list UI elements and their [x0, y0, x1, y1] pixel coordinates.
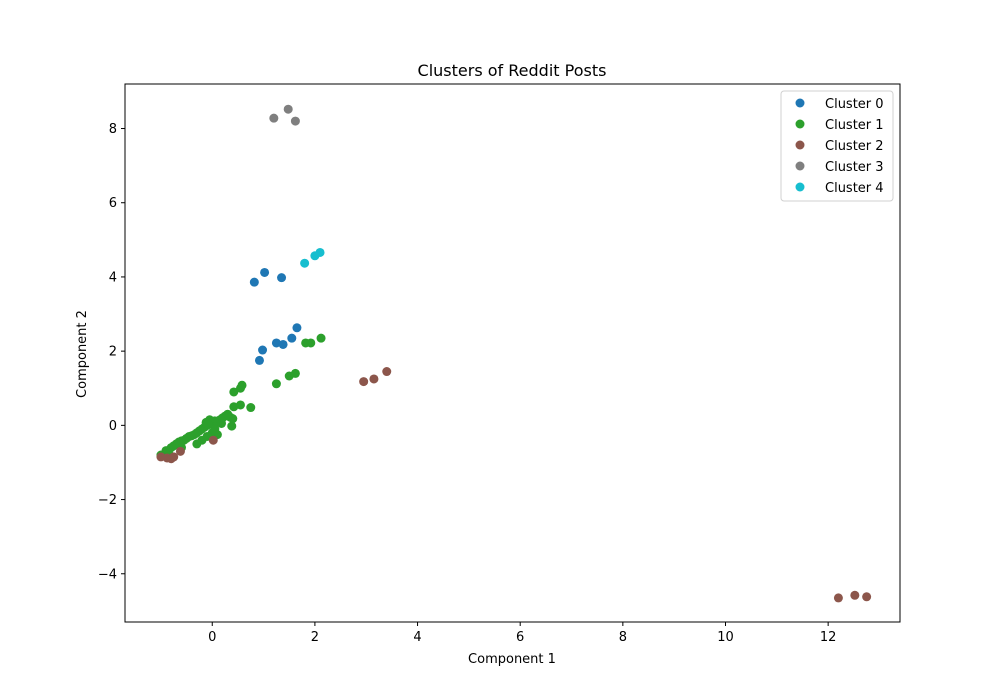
cluster-1-point: [227, 421, 237, 431]
cluster-0-point: [287, 333, 297, 343]
x-axis-label: Component 1: [468, 652, 556, 667]
y-tick-label: 0: [109, 419, 117, 434]
cluster-1-point: [290, 368, 300, 378]
cluster-2-point: [382, 367, 392, 377]
cluster-1-point: [246, 403, 256, 413]
legend: Cluster 0 Cluster 1 Cluster 2 Cluster 3 Clus…: [780, 90, 894, 202]
cluster-2-point: [862, 592, 872, 602]
y-tick-label: 2: [109, 345, 117, 360]
cluster-0-point: [292, 323, 302, 333]
cluster-2-point: [169, 452, 179, 462]
legend-entry: Cluster 2: [825, 139, 884, 154]
cluster-0-point: [258, 345, 268, 355]
x-tick-label: 0: [208, 630, 216, 645]
cluster-2-point: [359, 377, 369, 387]
cluster-1-point: [228, 414, 238, 424]
cluster-3-point: [269, 113, 279, 123]
y-tick-label: 8: [109, 122, 117, 137]
y-axis-label: Component 2: [75, 310, 90, 398]
cluster-0-point: [260, 267, 270, 277]
legend-marker: [795, 119, 805, 129]
legend-entry: Cluster 0: [825, 97, 884, 112]
x-tick-label: 10: [717, 630, 734, 645]
legend-marker: [795, 98, 805, 108]
cluster-1-point: [197, 435, 207, 445]
cluster-1-point: [203, 420, 213, 430]
cluster-3-point: [290, 116, 300, 126]
chart-title: Clusters of Reddit Posts: [418, 61, 607, 80]
x-tick-label: 2: [311, 630, 319, 645]
legend-entry: Cluster 3: [825, 160, 884, 175]
cluster-1-point: [237, 380, 247, 390]
legend-marker: [795, 140, 805, 150]
x-tick-label: 12: [820, 630, 837, 645]
cluster-1-point: [210, 424, 220, 434]
y-tick-label: 4: [109, 270, 117, 285]
cluster-4-point: [315, 247, 325, 257]
x-tick-label: 6: [516, 630, 524, 645]
cluster-2-point: [850, 590, 860, 600]
y-tick-label: −2: [98, 493, 117, 508]
cluster-1-point: [306, 338, 316, 348]
cluster-1-point: [216, 418, 226, 428]
cluster-0-point: [254, 355, 264, 365]
cluster-3-point: [283, 104, 293, 114]
legend-marker: [795, 182, 805, 192]
legend-marker: [795, 161, 805, 171]
y-tick-label: 6: [109, 196, 117, 211]
cluster-1-point: [235, 400, 245, 410]
cluster-0-point: [249, 277, 259, 287]
x-tick-label: 8: [619, 630, 627, 645]
cluster-1-point: [271, 379, 281, 389]
cluster-4-point: [300, 258, 310, 268]
cluster-2-point: [369, 374, 379, 384]
x-tick-label: 4: [413, 630, 421, 645]
cluster-1-point: [316, 333, 326, 343]
cluster-0-point: [277, 273, 287, 283]
cluster-2-point: [175, 446, 185, 456]
cluster-0-point: [278, 339, 288, 349]
legend-entry: Cluster 1: [825, 118, 884, 133]
legend-entry: Cluster 4: [825, 181, 884, 196]
plot-frame: [124, 83, 901, 623]
legend-box: [780, 90, 894, 202]
y-tick-label: −4: [98, 567, 117, 582]
cluster-2-point: [833, 593, 843, 603]
cluster-2-point: [208, 435, 218, 445]
cluster-1-point: [229, 387, 239, 397]
